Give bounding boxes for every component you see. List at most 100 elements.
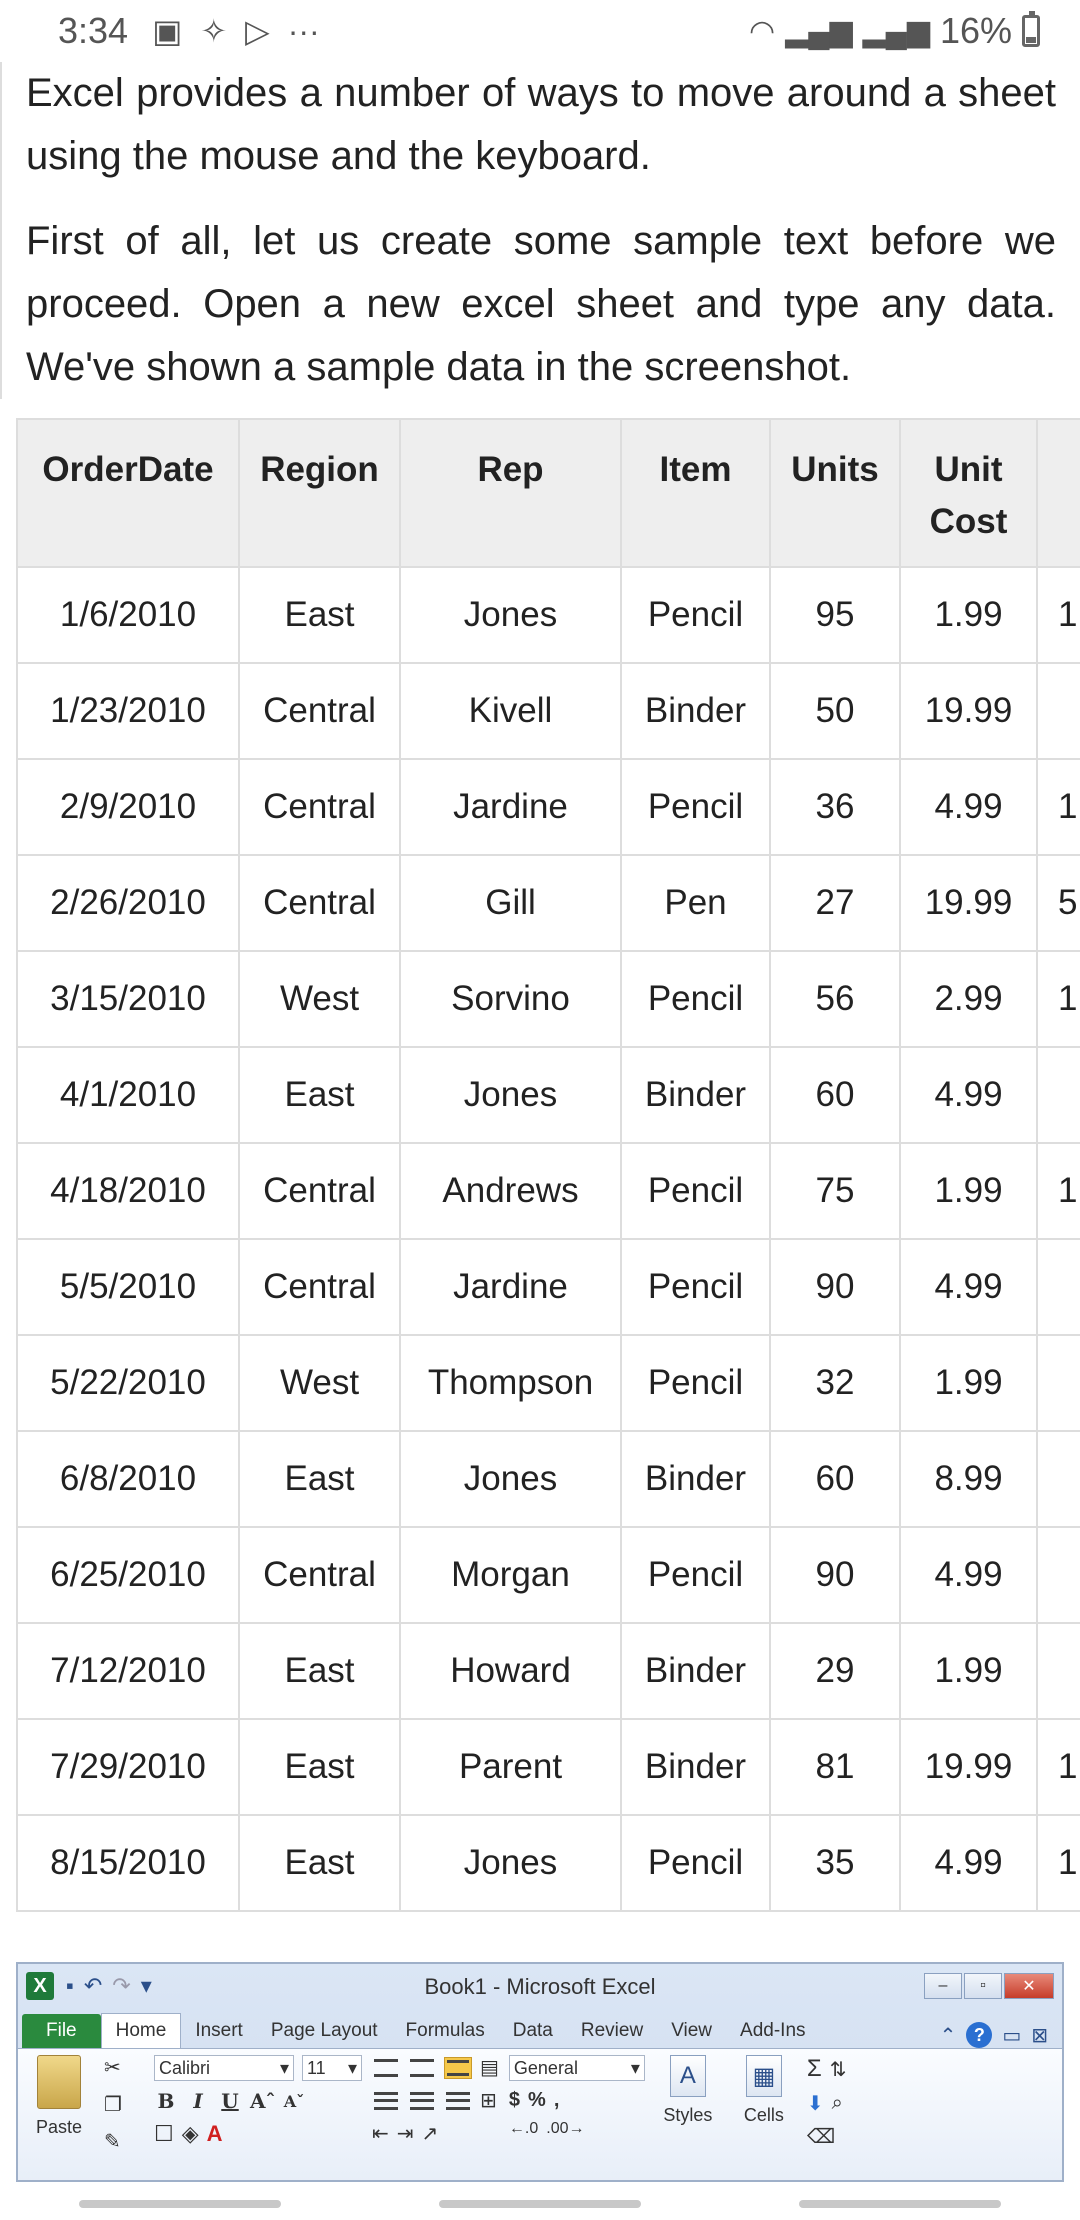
sample-data-table-wrap[interactable]: OrderDate Region Rep Item Units Unit Cost 1/6… xyxy=(16,418,1080,1912)
undo-icon: ↶ xyxy=(83,1973,103,1998)
table-cell: Central xyxy=(238,854,401,952)
table-row: 1/23/2010 Central Kivell Binder 50 19.99 xyxy=(16,662,1080,760)
table-cell: 8/15/2010 xyxy=(16,1814,240,1912)
table-cell: 32 xyxy=(769,1334,901,1432)
table-cell: Pencil xyxy=(620,758,771,856)
status-bar: 3:34 ▣ ✧ ▷ ··· ◠ ▂▄▆ ▂▄▆ 16% xyxy=(0,0,1080,62)
table-cell: 19.99 xyxy=(899,662,1038,760)
table-row: 5/5/2010 Central Jardine Pencil 90 4.99 xyxy=(16,1238,1080,1336)
ribbon-tab-add-ins: Add-Ins xyxy=(740,2020,806,2041)
table-cell: 4.99 xyxy=(899,1046,1038,1144)
alignment-group: ▤ ⊞ ⇤ ⇥ ↗ xyxy=(372,2055,499,2180)
table-cell: 2.99 xyxy=(899,950,1038,1048)
table-cell: 19.99 xyxy=(899,1718,1038,1816)
table-cell: 1.99 xyxy=(899,1622,1038,1720)
table-cell xyxy=(1036,662,1080,760)
nav-handle-center[interactable] xyxy=(439,2200,641,2208)
cut-icon: ✂ xyxy=(104,2057,121,2079)
table-cell: Jones xyxy=(399,1430,622,1528)
wrap-text-icon: ▤ xyxy=(480,2057,499,2079)
table-cell: Central xyxy=(238,758,401,856)
table-cell: 4/1/2010 xyxy=(16,1046,240,1144)
navigation-bar xyxy=(0,2188,1080,2220)
sort-filter-icon: ⇅ xyxy=(829,2058,847,2081)
table-cell xyxy=(1036,1334,1080,1432)
table-cell xyxy=(1036,1238,1080,1336)
copy-icon: ❐ xyxy=(104,2094,122,2116)
currency-icon: $ xyxy=(508,2089,521,2111)
comma-icon: , xyxy=(553,2089,560,2111)
table-cell: 1.99 xyxy=(899,566,1038,664)
table-cell: 19.99 xyxy=(899,854,1038,952)
table-cell: 29 xyxy=(769,1622,901,1720)
magic-wand-icon: ✧ xyxy=(200,13,228,49)
table-row: 5/22/2010 West Thompson Pencil 32 1.99 xyxy=(16,1334,1080,1432)
table-cell xyxy=(1036,1046,1080,1144)
align-bottom-icon xyxy=(444,2056,472,2079)
table-cell: 90 xyxy=(769,1238,901,1336)
ribbon-tab-formulas: Formulas xyxy=(405,2020,485,2041)
minimize-icon: – xyxy=(924,1973,962,1999)
more-icon: ··· xyxy=(287,12,320,49)
ribbon-tab-data: Data xyxy=(512,2020,553,2041)
table-header-cell: Units xyxy=(769,418,901,568)
table-cell: Parent xyxy=(399,1718,622,1816)
format-painter-icon: ✎ xyxy=(104,2131,121,2153)
styles-group: A Styles xyxy=(655,2055,721,2180)
table-cell: 6/8/2010 xyxy=(16,1430,240,1528)
table-cell: 95 xyxy=(769,566,901,664)
table-row: 1/6/2010 East Jones Pencil 95 1.99 1 xyxy=(16,566,1080,664)
help-icon: ? xyxy=(966,2022,993,2048)
table-cell: 1.99 xyxy=(899,1334,1038,1432)
table-row: 7/29/2010 East Parent Binder 81 19.99 1 xyxy=(16,1718,1080,1816)
window-controls: – ▫ ✕ xyxy=(924,1973,1054,1999)
excel-screenshot: X ▪ ↶ ↷ ▾ Book1 - Microsoft Excel – ▫ ✕ … xyxy=(16,1962,1064,2182)
align-top-icon xyxy=(372,2057,400,2079)
table-cell: Jones xyxy=(399,566,622,664)
align-left-icon xyxy=(372,2090,400,2112)
table-cell: East xyxy=(238,1046,401,1144)
table-cell: 81 xyxy=(769,1718,901,1816)
table-cell: 1.99 xyxy=(899,1142,1038,1240)
clipboard-tools: ✂ ❐ ✎ xyxy=(104,2055,144,2180)
table-cell: 1 xyxy=(1036,1814,1080,1912)
table-cell: 27 xyxy=(769,854,901,952)
clipboard-icon xyxy=(37,2055,81,2109)
table-cell: 60 xyxy=(769,1430,901,1528)
table-cell: Pencil xyxy=(620,950,771,1048)
font-color-icon: A xyxy=(206,2121,223,2146)
table-cell: Binder xyxy=(620,662,771,760)
table-cell: Pencil xyxy=(620,1238,771,1336)
cells-icon: ▦ xyxy=(745,2055,782,2097)
table-cell: 35 xyxy=(769,1814,901,1912)
table-cell: Binder xyxy=(620,1718,771,1816)
table-cell: 1 xyxy=(1036,950,1080,1048)
play-store-icon: ▷ xyxy=(245,13,270,49)
table-cell: Binder xyxy=(620,1046,771,1144)
table-cell: East xyxy=(238,566,401,664)
table-row: 3/15/2010 West Sorvino Pencil 56 2.99 1 xyxy=(16,950,1080,1048)
table-cell xyxy=(1036,1526,1080,1624)
save-icon: ▪ xyxy=(66,1973,74,1998)
decrease-indent-icon: ⇤ xyxy=(372,2123,389,2145)
table-cell: Thompson xyxy=(399,1334,622,1432)
table-header-cell: Region xyxy=(238,418,401,568)
customize-icon: ▾ xyxy=(140,1973,152,1998)
nav-handle-right[interactable] xyxy=(799,2200,1001,2208)
table-cell: 5/22/2010 xyxy=(16,1334,240,1432)
notification-icons: ▣ ✧ ▷ ··· xyxy=(152,12,320,50)
table-cell: 1 xyxy=(1036,566,1080,664)
table-cell: 1/6/2010 xyxy=(16,566,240,664)
align-center-icon xyxy=(408,2090,436,2112)
table-cell: 1 xyxy=(1036,758,1080,856)
nav-handle-left[interactable] xyxy=(79,2200,281,2208)
close-workbook-icon: ⊠ xyxy=(1031,2024,1048,2047)
table-cell: Pen xyxy=(620,854,771,952)
table-cell: Pencil xyxy=(620,566,771,664)
fill-icon: ⬇ xyxy=(806,2093,824,2115)
article-content: Excel provides a number of ways to move … xyxy=(0,62,1080,399)
cells-group: ▦ Cells xyxy=(731,2055,797,2180)
decrease-decimal-icon: .00→ xyxy=(546,2120,585,2137)
image-icon: ▣ xyxy=(152,13,183,49)
table-cell: 6/25/2010 xyxy=(16,1526,240,1624)
